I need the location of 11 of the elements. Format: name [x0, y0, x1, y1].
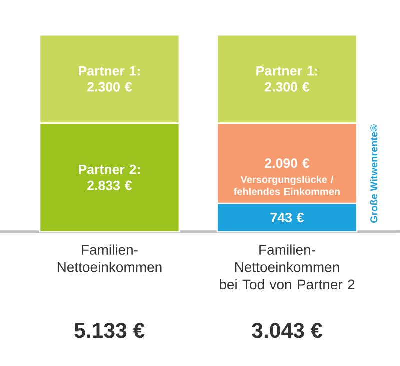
x-tick-label: Familien-Nettoeinkommen bei Tod von Partner 2	[220, 244, 355, 290]
data-label: Partner 2: 2.833 €	[79, 164, 140, 190]
data-label: 2.090 €	[265, 158, 310, 168]
text: 5.133 €	[74, 323, 145, 338]
annotation: Große Witwenrente®	[370, 124, 378, 224]
data-label: 743 €	[270, 213, 304, 222]
data-label: Partner 1: 2.300 €	[256, 66, 318, 92]
text: 3.043 €	[252, 323, 322, 338]
annotation: Versorgungslücke / fehlendes Einkommen	[234, 176, 340, 196]
data-label: Partner 1: 2.300 €	[79, 66, 140, 92]
x-tick-label: Familien-Nettoeinkommen	[58, 244, 162, 272]
